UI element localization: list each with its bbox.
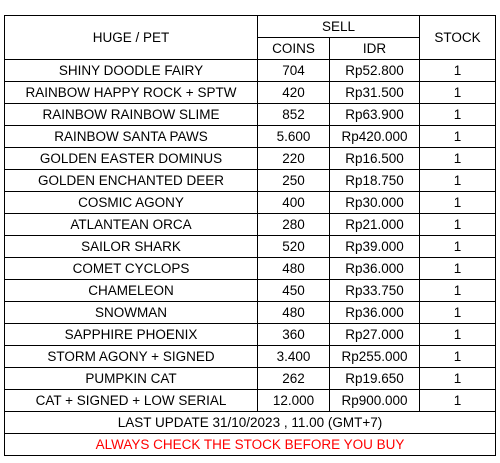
- pet-name-cell: SHINY DOODLE FAIRY: [4, 59, 258, 82]
- table-row: CHAMELEON 450 Rp33.750 1: [4, 279, 496, 302]
- table-row: CAT + SIGNED + LOW SERIAL 12.000 Rp900.000…: [4, 389, 496, 412]
- stock-header: STOCK: [419, 15, 496, 60]
- stock-cell: 1: [419, 389, 496, 412]
- stock-cell: 1: [419, 59, 496, 82]
- pet-name-cell: RAINBOW RAINBOW SLIME: [4, 103, 258, 126]
- table-row: COMET CYCLOPS 480 Rp36.000 1: [4, 257, 496, 280]
- stock-cell: 1: [419, 301, 496, 324]
- coins-cell: 3.400: [257, 345, 330, 368]
- pet-name-cell: PUMPKIN CAT: [4, 367, 258, 390]
- table-row: SAPPHIRE PHOENIX 360 Rp27.000 1: [4, 323, 496, 346]
- coins-cell: 704: [257, 59, 330, 82]
- table-row: RAINBOW HAPPY ROCK + SPTW 420 Rp31.500 1: [4, 81, 496, 104]
- idr-cell: Rp16.500: [329, 147, 420, 170]
- pet-header: HUGE / PET: [4, 15, 258, 60]
- stock-cell: 1: [419, 103, 496, 126]
- idr-cell: Rp63.900: [329, 103, 420, 126]
- stock-cell: 1: [419, 345, 496, 368]
- coins-cell: 250: [257, 169, 330, 192]
- idr-cell: Rp36.000: [329, 257, 420, 280]
- pet-name-cell: CHAMELEON: [4, 279, 258, 302]
- stock-cell: 1: [419, 81, 496, 104]
- coins-cell: 5.600: [257, 125, 330, 148]
- sell-header: SELL: [257, 15, 420, 38]
- idr-cell: Rp27.000: [329, 323, 420, 346]
- idr-cell: Rp21.000: [329, 213, 420, 236]
- coins-cell: 450: [257, 279, 330, 302]
- stock-cell: 1: [419, 169, 496, 192]
- pet-name-cell: RAINBOW HAPPY ROCK + SPTW: [4, 81, 258, 104]
- price-table: HUGE / PET SELL STOCK COINS IDR SHINY DO…: [4, 15, 496, 456]
- pet-name-cell: SAPPHIRE PHOENIX: [4, 323, 258, 346]
- idr-cell: Rp900.000: [329, 389, 420, 412]
- idr-cell: Rp39.000: [329, 235, 420, 258]
- pet-name-cell: CAT + SIGNED + LOW SERIAL: [4, 389, 258, 412]
- idr-cell: Rp19.650: [329, 367, 420, 390]
- stock-cell: 1: [419, 367, 496, 390]
- table-row: RAINBOW SANTA PAWS 5.600 Rp420.000 1: [4, 125, 496, 148]
- coins-cell: 262: [257, 367, 330, 390]
- stock-cell: 1: [419, 147, 496, 170]
- coins-cell: 220: [257, 147, 330, 170]
- idr-cell: Rp33.750: [329, 279, 420, 302]
- coins-header: COINS: [257, 37, 330, 60]
- pet-name-cell: COMET CYCLOPS: [4, 257, 258, 280]
- table-row: GOLDEN EASTER DOMINUS 220 Rp16.500 1: [4, 147, 496, 170]
- pet-name-cell: COSMIC AGONY: [4, 191, 258, 214]
- coins-cell: 480: [257, 257, 330, 280]
- pet-name-cell: GOLDEN EASTER DOMINUS: [4, 147, 258, 170]
- stock-warning-text: ALWAYS CHECK THE STOCK BEFORE YOU BUY: [4, 433, 496, 456]
- idr-header: IDR: [329, 37, 420, 60]
- header-row-top: HUGE / PET SELL STOCK: [4, 15, 496, 60]
- table-row: SNOWMAN 480 Rp36.000 1: [4, 301, 496, 324]
- pet-name-cell: SAILOR SHARK: [4, 235, 258, 258]
- idr-cell: Rp31.500: [329, 81, 420, 104]
- last-update-text: LAST UPDATE 31/10/2023 , 11.00 (GMT+7): [4, 411, 496, 434]
- stock-cell: 1: [419, 213, 496, 236]
- coins-cell: 480: [257, 301, 330, 324]
- pet-name-cell: STORM AGONY + SIGNED: [4, 345, 258, 368]
- coins-cell: 12.000: [257, 389, 330, 412]
- idr-cell: Rp420.000: [329, 125, 420, 148]
- stock-cell: 1: [419, 257, 496, 280]
- pet-name-cell: SNOWMAN: [4, 301, 258, 324]
- coins-cell: 852: [257, 103, 330, 126]
- table-row: SHINY DOODLE FAIRY 704 Rp52.800 1: [4, 59, 496, 82]
- footer-row-update: LAST UPDATE 31/10/2023 , 11.00 (GMT+7): [4, 411, 496, 434]
- table-row: STORM AGONY + SIGNED 3.400 Rp255.000 1: [4, 345, 496, 368]
- coins-cell: 520: [257, 235, 330, 258]
- table-row: COSMIC AGONY 400 Rp30.000 1: [4, 191, 496, 214]
- price-rows: SHINY DOODLE FAIRY 704 Rp52.800 1 RAINBOW HA…: [4, 59, 496, 412]
- table-row: PUMPKIN CAT 262 Rp19.650 1: [4, 367, 496, 390]
- footer-row-warning: ALWAYS CHECK THE STOCK BEFORE YOU BUY: [4, 433, 496, 456]
- stock-cell: 1: [419, 191, 496, 214]
- coins-cell: 360: [257, 323, 330, 346]
- table-row: GOLDEN ENCHANTED DEER 250 Rp18.750 1: [4, 169, 496, 192]
- pet-name-cell: ATLANTEAN ORCA: [4, 213, 258, 236]
- table-row: RAINBOW RAINBOW SLIME 852 Rp63.900 1: [4, 103, 496, 126]
- stock-cell: 1: [419, 279, 496, 302]
- coins-cell: 420: [257, 81, 330, 104]
- pet-name-cell: GOLDEN ENCHANTED DEER: [4, 169, 258, 192]
- stock-cell: 1: [419, 323, 496, 346]
- idr-cell: Rp36.000: [329, 301, 420, 324]
- idr-cell: Rp18.750: [329, 169, 420, 192]
- table-row: SAILOR SHARK 520 Rp39.000 1: [4, 235, 496, 258]
- coins-cell: 400: [257, 191, 330, 214]
- pet-name-cell: RAINBOW SANTA PAWS: [4, 125, 258, 148]
- table-row: ATLANTEAN ORCA 280 Rp21.000 1: [4, 213, 496, 236]
- stock-cell: 1: [419, 235, 496, 258]
- stock-cell: 1: [419, 125, 496, 148]
- coins-cell: 280: [257, 213, 330, 236]
- idr-cell: Rp255.000: [329, 345, 420, 368]
- idr-cell: Rp30.000: [329, 191, 420, 214]
- idr-cell: Rp52.800: [329, 59, 420, 82]
- price-sheet: HUGE / PET SELL STOCK COINS IDR SHINY DO…: [4, 15, 496, 456]
